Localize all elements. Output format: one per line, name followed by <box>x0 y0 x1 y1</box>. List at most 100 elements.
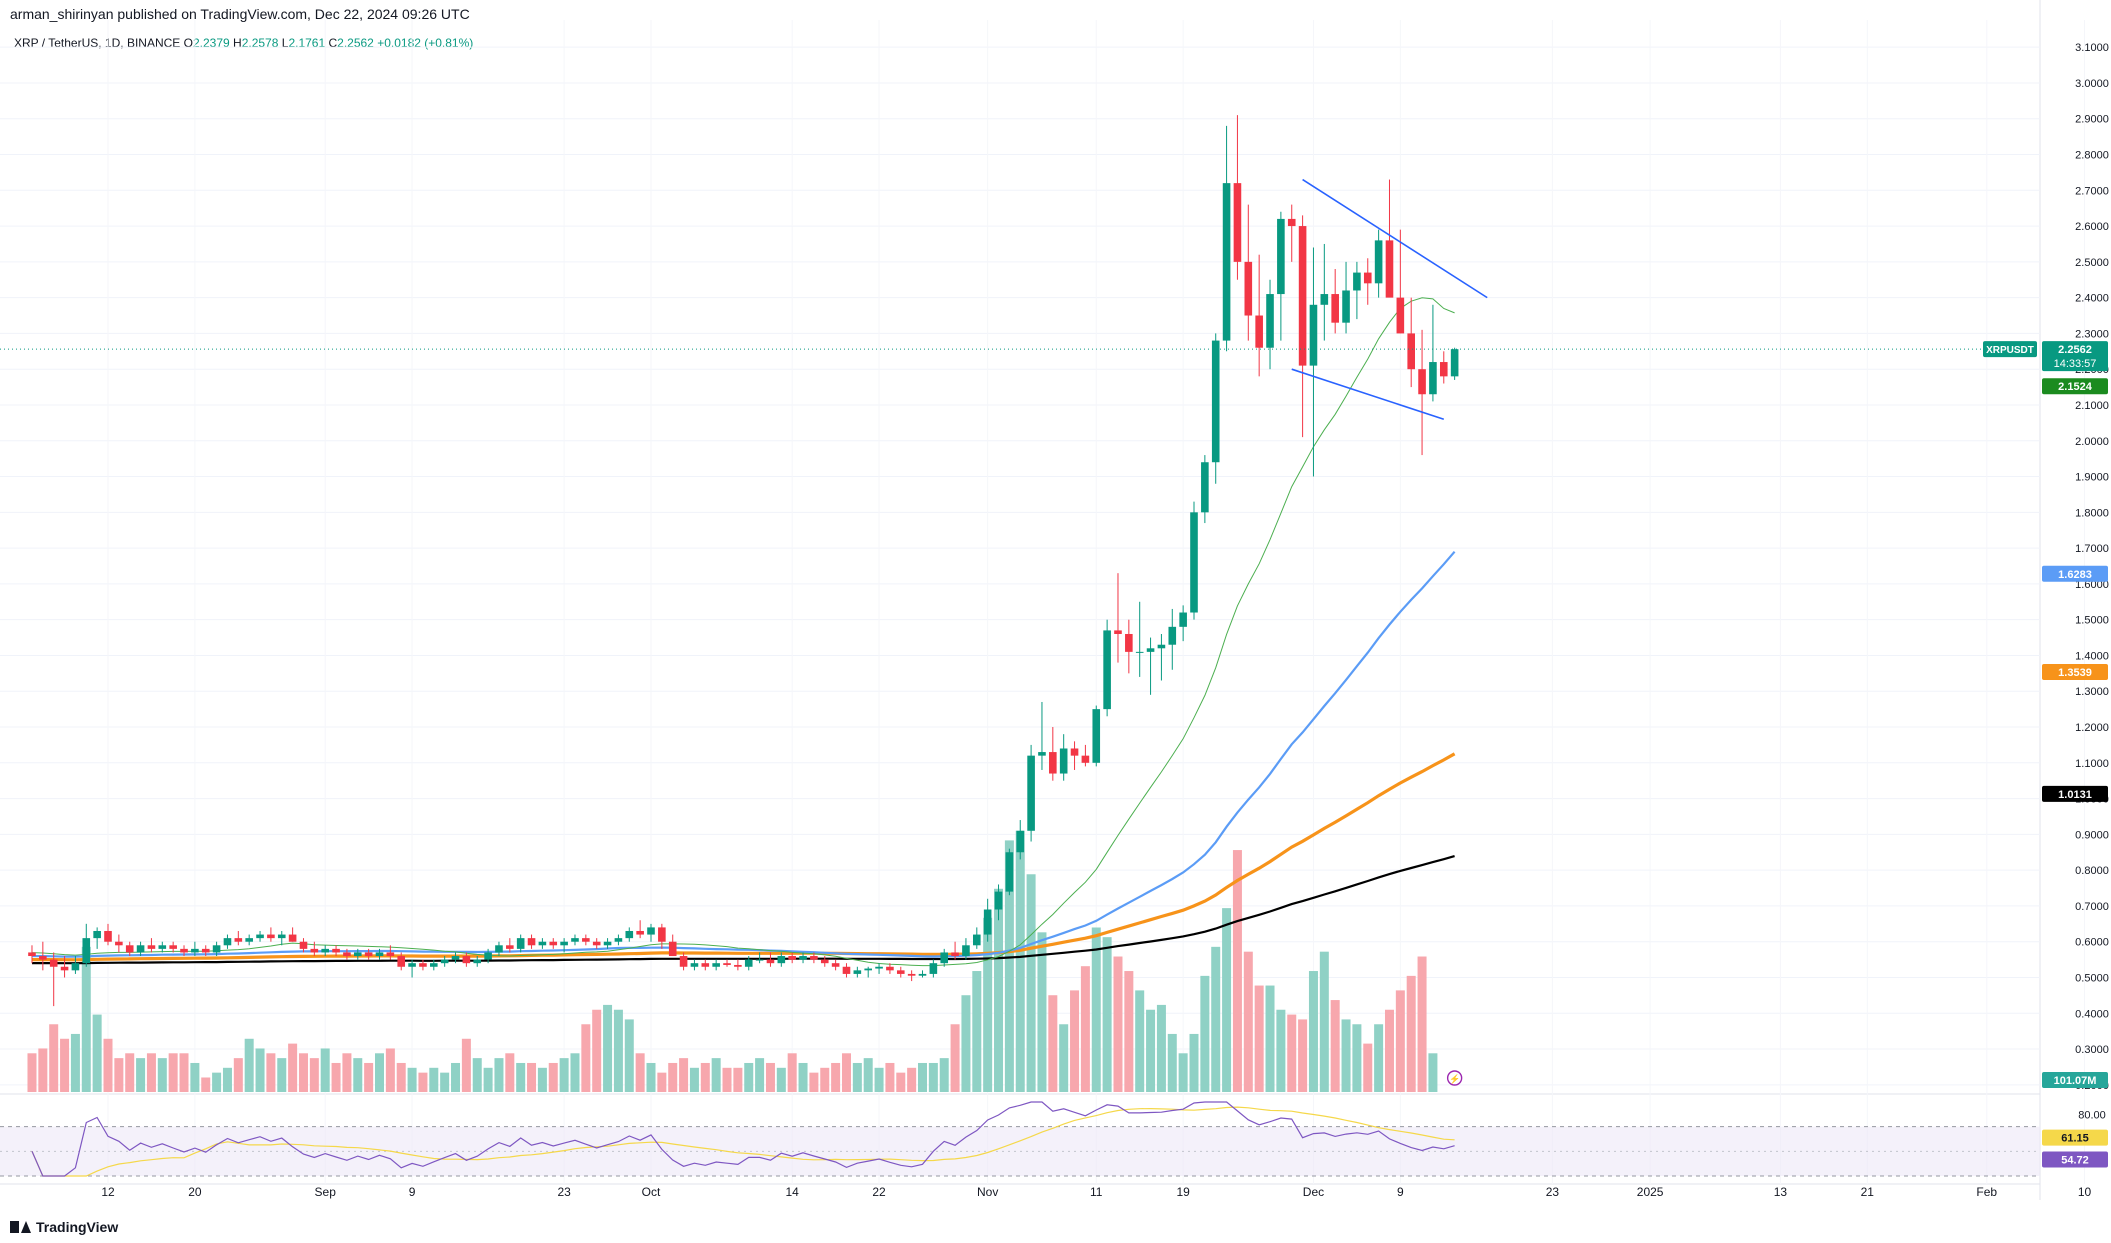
candle-body <box>1233 183 1242 262</box>
y-tick-label[interactable]: 3.0000 <box>2075 78 2109 90</box>
y-tick-label[interactable]: 2.9000 <box>2075 114 2109 126</box>
x-tick-label: 14 <box>786 1185 800 1199</box>
candle-body <box>1016 830 1025 853</box>
volume-bar <box>1026 874 1036 1092</box>
y-tick-label[interactable]: 1.1000 <box>2075 758 2109 770</box>
y-tick-label[interactable]: 2.0000 <box>2075 436 2109 448</box>
y-tick-label[interactable]: 2.3000 <box>2075 328 2109 340</box>
candle-body <box>658 927 666 942</box>
candle-body <box>527 938 536 946</box>
open-label: O <box>183 36 193 50</box>
volume-bar <box>1048 995 1058 1092</box>
volume-bar <box>168 1053 178 1092</box>
volume-bar <box>831 1062 841 1092</box>
candle-body <box>104 930 112 942</box>
x-tick-label: 9 <box>409 1185 416 1199</box>
volume-bar <box>320 1048 330 1092</box>
symbol-tag: XRPUSDT <box>1983 341 2037 358</box>
candle-body <box>1342 290 1350 323</box>
volume-bar <box>798 1062 808 1092</box>
candle-body <box>201 948 210 953</box>
y-tick-label[interactable]: 2.1000 <box>2075 400 2109 412</box>
candle-body <box>799 956 807 960</box>
candle-body <box>332 948 340 953</box>
volume-bar <box>1254 985 1264 1092</box>
volume-bar <box>38 1048 48 1092</box>
ma-label-ma200: 1.0131 <box>2042 785 2108 802</box>
candle-body <box>1418 369 1426 395</box>
y-tick-label[interactable]: 3.1000 <box>2075 42 2109 54</box>
y-tick-label[interactable]: 0.8000 <box>2075 865 2109 877</box>
candle-body <box>125 945 134 953</box>
volume-bar <box>939 1058 949 1092</box>
y-tick-label[interactable]: 2.5000 <box>2075 257 2109 269</box>
candle-body <box>310 948 319 953</box>
close-label: C <box>328 36 338 50</box>
x-tick-label: 23 <box>557 1185 571 1199</box>
candle-body <box>1157 644 1166 649</box>
candle-body <box>1407 333 1415 370</box>
y-tick-label[interactable]: 2.8000 <box>2075 150 2109 162</box>
y-tick-label[interactable]: 1.3000 <box>2075 686 2109 698</box>
candle-body <box>375 952 384 957</box>
candle-body <box>712 963 720 967</box>
y-tick-label[interactable]: 0.7000 <box>2075 901 2109 913</box>
volume-bar <box>309 1058 319 1092</box>
y-tick-label[interactable]: 1.6000 <box>2075 579 2109 591</box>
x-tick-label: 21 <box>1861 1185 1875 1199</box>
volume-bar <box>1298 1019 1308 1092</box>
y-tick-label[interactable]: 2.6000 <box>2075 221 2109 233</box>
candle-body <box>929 963 938 974</box>
candle-body <box>1049 752 1057 774</box>
candle-body <box>93 930 101 939</box>
volume-bar <box>537 1067 547 1092</box>
candle-body <box>1092 709 1101 763</box>
volume-bar <box>570 1053 580 1092</box>
y-tick-label[interactable]: 1.5000 <box>2075 615 2109 627</box>
symbol-name[interactable]: XRP / TetherUS, 1D, BINANCE <box>14 36 181 50</box>
volume-bar <box>27 1053 37 1092</box>
countdown-text: 14:33:57 <box>2054 358 2097 370</box>
tradingview-logo[interactable]: TradingView <box>10 1219 118 1235</box>
rsi-ma-label: 61.15 <box>2042 1129 2108 1146</box>
y-tick-label[interactable]: 0.3000 <box>2075 1044 2109 1056</box>
candle-body <box>766 959 775 964</box>
candle-body <box>668 941 677 957</box>
volume-bar <box>646 1062 656 1092</box>
volume-bar <box>385 1048 395 1092</box>
volume-bar <box>233 1058 243 1092</box>
y-tick-label[interactable]: 0.5000 <box>2075 972 2109 984</box>
high-value: 2.2578 <box>241 36 279 50</box>
change-value: +0.0182 (+0.81%) <box>377 36 474 50</box>
volume-bar <box>1232 850 1242 1092</box>
ma-label-ma200-text: 1.0131 <box>2058 789 2092 801</box>
ma-label-ma20: 2.1524 <box>2042 378 2108 395</box>
y-tick-label[interactable]: 2.4000 <box>2075 293 2109 305</box>
volume-bar <box>353 1058 363 1092</box>
volume-bar <box>190 1062 200 1092</box>
volume-bar <box>603 1004 613 1092</box>
y-tick-label[interactable]: 0.6000 <box>2075 937 2109 949</box>
volume-bar <box>1330 1000 1340 1092</box>
y-tick-label[interactable]: 1.4000 <box>2075 650 2109 662</box>
y-tick-label[interactable]: 0.4000 <box>2075 1008 2109 1020</box>
symbol-tag-box <box>1983 341 2037 358</box>
candle-body <box>1059 748 1068 774</box>
volume-bar <box>298 1053 308 1092</box>
x-tick-label: 11 <box>1090 1185 1103 1199</box>
volume-bar <box>375 1053 384 1092</box>
y-tick-label[interactable]: 2.7000 <box>2075 185 2109 197</box>
y-tick-label[interactable]: 0.9000 <box>2075 829 2109 841</box>
y-tick-label[interactable]: 1.8000 <box>2075 507 2109 519</box>
volume-bar <box>657 1072 667 1092</box>
y-tick-label[interactable]: 1.9000 <box>2075 472 2109 484</box>
volume-bar <box>1287 1014 1297 1092</box>
y-tick-label[interactable]: 1.2000 <box>2075 722 2109 734</box>
candle-body <box>1135 651 1144 653</box>
y-tick-label[interactable]: 1.7000 <box>2075 543 2109 555</box>
candle-body <box>1266 294 1274 348</box>
volume-bar <box>874 1067 884 1092</box>
volume-bar <box>863 1058 873 1092</box>
volume-bar <box>624 1019 634 1092</box>
